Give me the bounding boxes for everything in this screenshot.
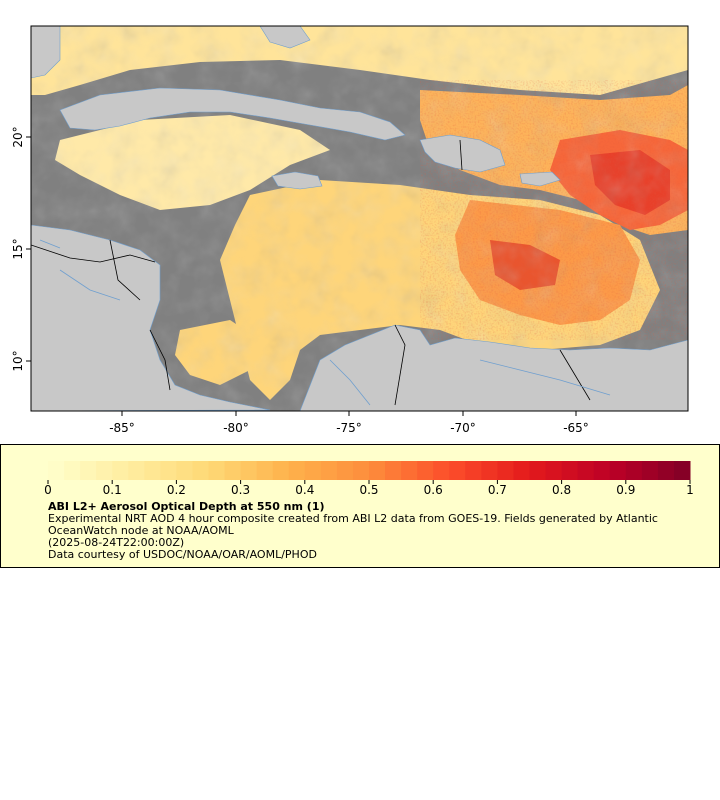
colorbar-ticks: 0 0.1 0.2 0.3 0.4 0.5 0.6 0.7 0.8 0.9 1 bbox=[44, 480, 694, 497]
lon-tick-label: -70° bbox=[450, 421, 476, 435]
lat-axis bbox=[26, 136, 31, 362]
colorbar-cell bbox=[160, 461, 177, 480]
colorbar-cell bbox=[336, 461, 354, 480]
colorbar-cell bbox=[625, 461, 643, 480]
lat-tick-label: 20° bbox=[11, 126, 25, 147]
colorbar-cell bbox=[208, 461, 226, 480]
colorbar-cell bbox=[449, 461, 466, 480]
colorbar-tick-label: 0.3 bbox=[231, 483, 250, 497]
lat-tick-label: 10° bbox=[11, 350, 25, 371]
colorbar-cell bbox=[256, 461, 274, 480]
colorbar-tick-label: 1 bbox=[686, 483, 694, 497]
colorbar-cell bbox=[48, 461, 65, 480]
colorbar-cell bbox=[128, 461, 145, 480]
colorbar-cell bbox=[401, 461, 418, 480]
colorbar-cell bbox=[272, 461, 290, 480]
colorbar-tick-label: 0.8 bbox=[552, 483, 571, 497]
colorbar-tick-label: 0.4 bbox=[295, 483, 314, 497]
colorbar-cell bbox=[304, 461, 322, 480]
colorbar-cell bbox=[561, 461, 579, 480]
lat-tick-label: 15° bbox=[11, 238, 25, 259]
colorbar-cell bbox=[577, 461, 595, 480]
colorbar-cell bbox=[288, 461, 306, 480]
colorbar-cell bbox=[529, 461, 547, 480]
map-frame-border bbox=[30, 25, 689, 412]
colorbar-cell bbox=[80, 461, 97, 480]
colorbar-cell bbox=[192, 461, 209, 480]
colorbar-tick-label: 0.9 bbox=[616, 483, 635, 497]
lon-tick-label: -80° bbox=[223, 421, 249, 435]
colorbar-cell bbox=[497, 461, 514, 480]
lon-tick-label: -75° bbox=[336, 421, 362, 435]
colorbar: 0 0.1 0.2 0.3 0.4 0.5 0.6 0.7 0.8 0.9 1 bbox=[44, 461, 694, 497]
aerosol-map: -85° -80° -75° -70° -65° 20° 15° 10° bbox=[11, 25, 689, 435]
colorbar-cell bbox=[433, 461, 450, 480]
legend-title: ABI L2+ Aerosol Optical Depth at 550 nm … bbox=[48, 500, 325, 513]
colorbar-cell bbox=[481, 461, 498, 480]
colorbar-cell bbox=[352, 461, 370, 480]
legend-text: ABI L2+ Aerosol Optical Depth at 550 nm … bbox=[48, 501, 698, 561]
colorbar-cell bbox=[673, 461, 691, 480]
colorbar-cell bbox=[320, 461, 338, 480]
legend-description: Experimental NRT AOD 4 hour composite cr… bbox=[48, 512, 658, 537]
colorbar-cell bbox=[657, 461, 675, 480]
legend-credit: Data courtesy of USDOC/NOAA/OAR/AOML/PHO… bbox=[48, 548, 317, 561]
colorbar-cell bbox=[385, 461, 402, 480]
colorbar-cell bbox=[417, 461, 434, 480]
colorbar-cell bbox=[144, 461, 161, 480]
lon-axis bbox=[121, 411, 577, 416]
legend-panel: 0 0.1 0.2 0.3 0.4 0.5 0.6 0.7 0.8 0.9 1 ABI L2+ Ae… bbox=[0, 444, 720, 568]
colorbar-tick-label: 0 bbox=[44, 483, 52, 497]
colorbar-cell bbox=[465, 461, 482, 480]
colorbar-cell bbox=[96, 461, 113, 480]
lon-tick-label: -85° bbox=[109, 421, 135, 435]
colorbar-tick-label: 0.2 bbox=[167, 483, 186, 497]
colorbar-cell bbox=[513, 461, 530, 480]
legend-timestamp: (2025-08-24T22:00:00Z) bbox=[48, 536, 185, 549]
colorbar-cell bbox=[545, 461, 563, 480]
colorbar-cell bbox=[609, 461, 627, 480]
colorbar-tick-label: 0.6 bbox=[424, 483, 443, 497]
colorbar-tick-label: 0.1 bbox=[103, 483, 122, 497]
country-borders bbox=[31, 139, 591, 406]
colorbar-cell bbox=[641, 461, 659, 480]
lon-tick-label: -65° bbox=[563, 421, 589, 435]
colorbar-cell bbox=[176, 461, 193, 480]
colorbar-cell bbox=[224, 461, 242, 480]
colorbar-cell bbox=[112, 461, 129, 480]
colorbar-tick-label: 0.5 bbox=[359, 483, 378, 497]
colorbar-cell bbox=[240, 461, 258, 480]
colorbar-cell bbox=[369, 461, 386, 480]
colorbar-cell bbox=[593, 461, 611, 480]
colorbar-cells bbox=[48, 461, 691, 480]
colorbar-tick-label: 0.7 bbox=[488, 483, 507, 497]
rivers bbox=[39, 239, 611, 406]
aod-field bbox=[31, 26, 688, 411]
colorbar-cell bbox=[64, 461, 81, 480]
